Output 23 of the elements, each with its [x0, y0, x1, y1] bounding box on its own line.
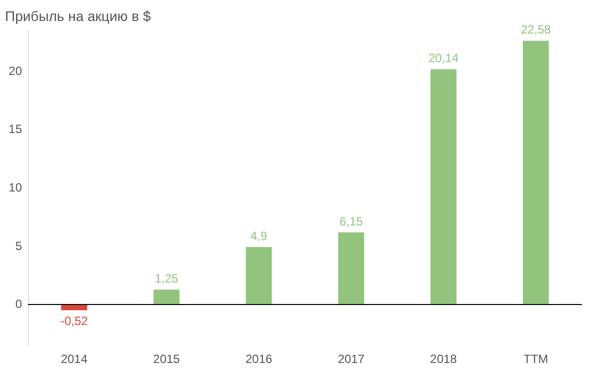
- data-label: 1,25: [154, 272, 178, 286]
- x-tick-label: TTM: [524, 352, 548, 366]
- x-tick-label: 2017: [338, 352, 365, 366]
- data-label: -0,52: [60, 314, 88, 328]
- chart-title: Прибыль на акцию в $: [5, 8, 151, 24]
- y-tick-label: 5: [15, 238, 22, 253]
- bar: [246, 247, 272, 304]
- x-tick-label: 2014: [60, 352, 88, 366]
- bar: [154, 290, 180, 304]
- data-label: 22,58: [520, 22, 552, 37]
- x-tick-label: 2018: [430, 352, 458, 366]
- data-label: 20,14: [428, 51, 459, 66]
- y-tick-label: 0: [15, 297, 22, 312]
- bar: [430, 69, 456, 304]
- x-tick-label: 2016: [245, 352, 273, 366]
- data-label: 6,15: [339, 214, 364, 228]
- bar: [522, 40, 549, 304]
- data-label: 4,9: [250, 229, 268, 243]
- x-tick-label: 2015: [153, 352, 180, 366]
- y-tick-label: 10: [8, 180, 22, 194]
- y-tick-label: 20: [8, 64, 22, 78]
- y-tick-label: 15: [8, 122, 22, 136]
- bar: [338, 232, 364, 304]
